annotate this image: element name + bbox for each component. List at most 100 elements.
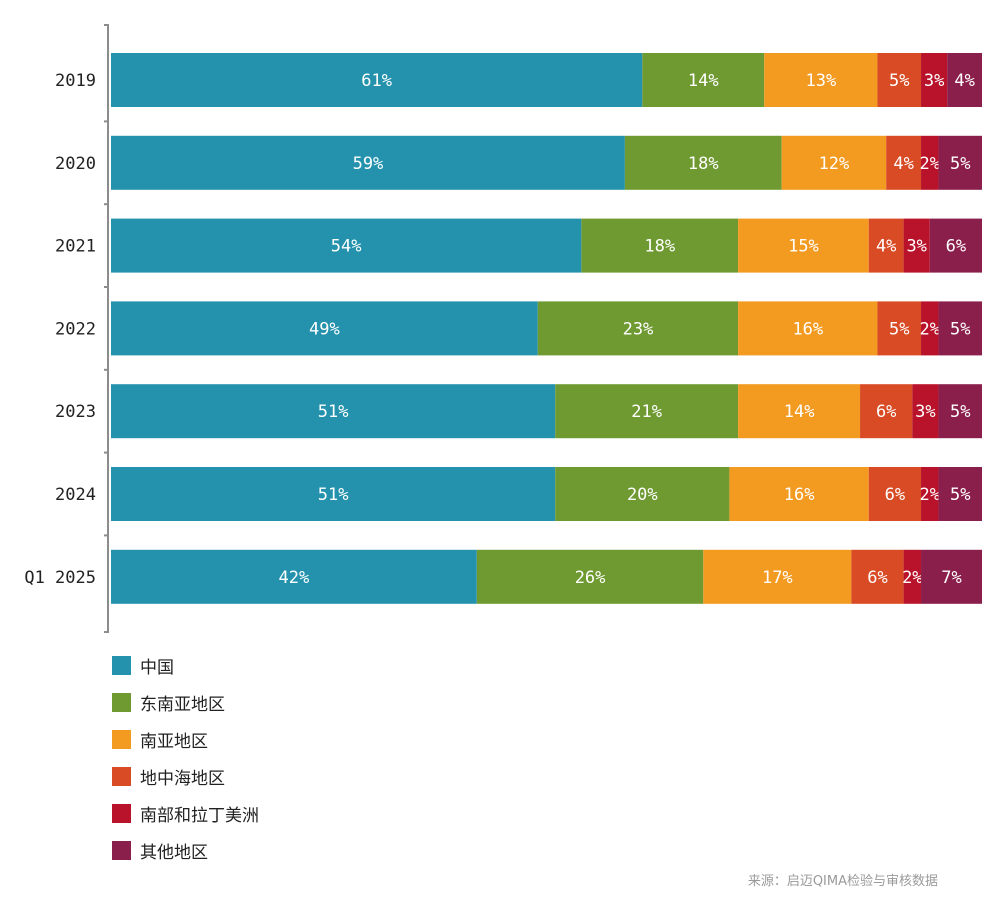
category-label: 2020 <box>55 154 96 174</box>
bar-segment <box>921 301 939 356</box>
bar-segment <box>929 218 982 273</box>
bar-segment <box>947 53 982 107</box>
bar-segment <box>938 301 982 356</box>
data-label: 4% <box>893 154 913 174</box>
category-label: 2021 <box>55 237 96 257</box>
data-label: 21% <box>631 402 662 422</box>
data-label: 3% <box>915 402 935 422</box>
data-label: 6% <box>946 237 966 257</box>
bar-segment <box>912 384 939 439</box>
data-label: 54% <box>331 237 362 257</box>
data-label: 7% <box>941 568 961 588</box>
bar-segment <box>921 467 939 521</box>
data-label: 5% <box>950 319 970 339</box>
category-label: 2023 <box>55 402 96 422</box>
bar-segment <box>938 467 982 521</box>
data-label: 14% <box>688 71 719 91</box>
data-label: 3% <box>924 71 944 91</box>
data-label: 2% <box>902 568 922 588</box>
bar-segment <box>111 467 556 521</box>
bar-segment <box>555 384 739 439</box>
bar-segment <box>860 384 913 439</box>
bar-segment <box>476 549 704 604</box>
category-label: 2019 <box>55 71 96 91</box>
bar-segment <box>868 467 922 521</box>
bar-segment <box>921 549 982 604</box>
bar-segment <box>938 135 982 190</box>
data-label: 2% <box>919 154 939 174</box>
data-label: 5% <box>950 154 970 174</box>
bar-segment <box>851 549 904 604</box>
bar-segment <box>738 384 861 439</box>
bar-segment <box>111 301 538 356</box>
bar-segment <box>868 218 904 273</box>
data-label: 5% <box>889 319 909 339</box>
bar-segment <box>903 218 930 273</box>
bar-segment <box>738 218 869 273</box>
data-label: 4% <box>876 237 896 257</box>
bar-segment <box>111 53 643 107</box>
data-label: 6% <box>885 485 905 505</box>
data-label: 51% <box>318 402 349 422</box>
data-label: 5% <box>950 485 970 505</box>
bar-segment <box>624 135 782 190</box>
legend-item: 东南亚地区 <box>112 684 259 721</box>
bar-segment <box>738 301 878 356</box>
bar-segment <box>877 53 922 107</box>
data-label: 23% <box>623 319 654 339</box>
data-label: 3% <box>906 237 926 257</box>
bar-segment <box>537 301 739 356</box>
data-label: 2% <box>919 485 939 505</box>
data-label: 20% <box>627 485 658 505</box>
legend-swatch <box>112 841 131 860</box>
source-note: 来源：启迈QIMA检验与审核数据 <box>747 874 938 889</box>
data-label: 16% <box>792 319 823 339</box>
legend-swatch <box>112 767 131 786</box>
data-label: 61% <box>361 71 392 91</box>
data-label: 12% <box>819 154 850 174</box>
category-label: 2022 <box>55 319 96 339</box>
data-label: 6% <box>876 402 896 422</box>
data-label: 17% <box>762 568 793 588</box>
legend-item: 地中海地区 <box>112 758 259 795</box>
data-label: 26% <box>575 568 606 588</box>
data-label: 5% <box>889 71 909 91</box>
data-label: 5% <box>950 402 970 422</box>
bar-segment <box>781 135 887 190</box>
category-label: 2024 <box>55 485 96 505</box>
data-label: 13% <box>806 71 837 91</box>
data-label: 2% <box>919 319 939 339</box>
legend-label: 南亚地区 <box>140 732 208 752</box>
bar-segment <box>642 53 765 107</box>
legend-swatch <box>112 656 131 675</box>
data-label: 14% <box>784 402 815 422</box>
legend: 中国东南亚地区南亚地区地中海地区南部和拉丁美洲 其他地区 <box>112 647 259 869</box>
bar-segment <box>111 218 582 273</box>
legend-label: 中国 <box>140 658 174 678</box>
data-label: 6% <box>867 568 887 588</box>
bar-segment <box>877 301 922 356</box>
bar-segment <box>729 467 869 521</box>
data-label: 42% <box>279 568 310 588</box>
data-label: 49% <box>309 319 340 339</box>
bar-segment <box>111 135 625 190</box>
legend-swatch <box>112 693 131 712</box>
legend-label: 其他地区 <box>140 843 208 863</box>
legend-swatch <box>112 730 131 749</box>
legend-swatch <box>112 804 131 823</box>
legend-item: 南亚地区 <box>112 721 259 758</box>
legend-label: 地中海地区 <box>140 769 225 789</box>
legend-item: 其他地区 <box>112 832 259 869</box>
bar-segment <box>111 384 556 439</box>
bar-segment <box>886 135 922 190</box>
data-label: 4% <box>954 71 974 91</box>
legend-label: 南部和拉丁美洲 <box>140 806 259 826</box>
bar-segment <box>921 53 948 107</box>
data-label: 18% <box>688 154 719 174</box>
bar-segment <box>938 384 982 439</box>
bar-segment <box>921 135 939 190</box>
data-label: 15% <box>788 237 819 257</box>
legend-item: 中国 <box>112 647 259 684</box>
